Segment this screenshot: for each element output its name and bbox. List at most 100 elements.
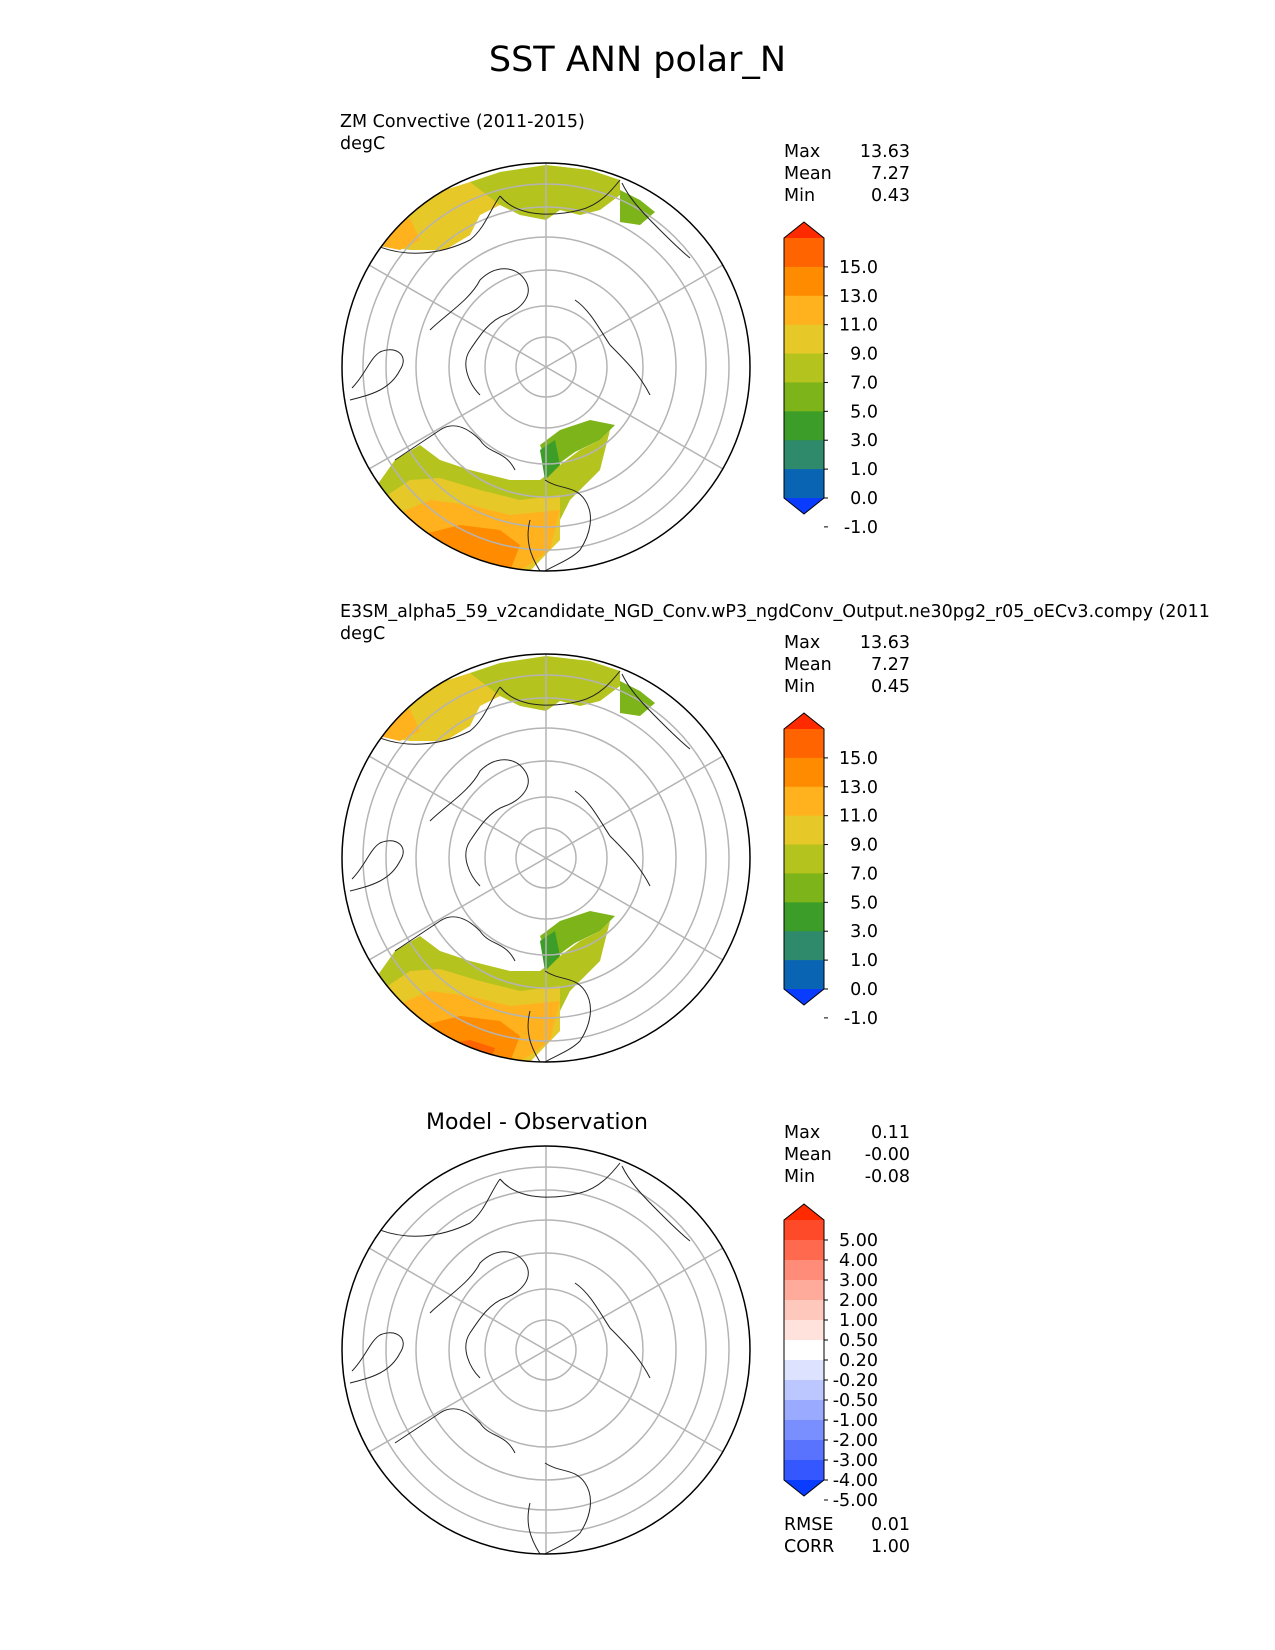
map-1-coastlines [349, 179, 691, 571]
panel-1-mean-label: Mean [784, 164, 832, 184]
colorbar-2-tick-label: 0.0 [850, 980, 878, 1000]
map-3-graticule [362, 1146, 730, 1554]
colorbar-3-segment [784, 1280, 824, 1301]
panel-2-min-label: Min [784, 677, 816, 697]
colorbar-1-extend-min [784, 498, 824, 514]
colorbar-1-tick-label: 15.0 [839, 258, 878, 278]
colorbar-1-segment [784, 353, 824, 383]
colorbar-1-tick-label: 7.0 [850, 373, 878, 393]
colorbar-1-segment [784, 266, 824, 297]
rmse-value: 0.01 [871, 1515, 910, 1535]
colorbar-2-tick-label: 7.0 [850, 864, 878, 884]
map-2-sst-region-atlantic-hot [420, 1016, 520, 1062]
colorbar-2-tick-label: -1.0 [844, 1009, 878, 1029]
colorbar-2-segment [784, 729, 824, 759]
colorbar-2-tick-label: 15.0 [839, 749, 878, 769]
colorbar-2-segment [784, 873, 824, 903]
colorbar-3-segment [784, 1400, 824, 1421]
colorbar-1-tick-label: 13.0 [839, 287, 878, 307]
colorbar-1-segment [784, 469, 824, 499]
colorbar-2-tick-label: 11.0 [839, 807, 878, 827]
colorbar-3-tick-label: 5.00 [839, 1231, 878, 1251]
colorbar-2-tick-label: 13.0 [839, 778, 878, 798]
colorbar-3-extend-min [784, 1480, 824, 1496]
panel-2-units: degC [340, 624, 386, 644]
map-2-graticule [362, 654, 730, 1062]
map-3-coastlines [349, 1162, 691, 1554]
colorbar-3-segment [784, 1380, 824, 1401]
colorbar-2-segment [784, 931, 824, 961]
map-2-boundary [341, 653, 751, 1063]
panel-3-max-label: Max [784, 1123, 821, 1143]
panel-2-max-value: 13.63 [859, 633, 910, 653]
map-3-boundary [341, 1145, 751, 1555]
colorbar-2-tick-label: 1.0 [850, 951, 878, 971]
colorbar-3-tick-label: 0.20 [839, 1351, 878, 1371]
colorbar-2-segment [784, 844, 824, 874]
panel-3-title: Model - Observation [426, 1110, 648, 1135]
panel-1-units: degC [340, 134, 386, 154]
colorbar-3-tick-label: 1.00 [839, 1311, 878, 1331]
colorbar-3-tick-label: 3.00 [839, 1271, 878, 1291]
colorbar-1-tick-label: 9.0 [850, 345, 878, 365]
colorbar-1-tick-label: 3.0 [850, 431, 878, 451]
colorbar-3-segment [784, 1240, 824, 1261]
map-1-graticule [362, 163, 730, 571]
panel-3-mean-value: -0.00 [864, 1145, 910, 1165]
map-2-sst-region-pacific-east [470, 656, 620, 711]
colorbar-3-segment [784, 1260, 824, 1281]
colorbar-2: 15.0 13.0 11.0 9.0 7.0 5.0 3.0 1.0 0.0 -1.0 [783, 712, 878, 1029]
colorbar-3-tick-label: 0.50 [839, 1331, 878, 1351]
panel-3-min-value: -0.08 [864, 1167, 910, 1187]
panel-1-min-label: Min [784, 186, 816, 206]
rmse-label: RMSE [784, 1515, 834, 1535]
colorbar-1-segment [784, 411, 824, 441]
colorbar-1-segment [784, 295, 824, 326]
map-1-sst-region-pacific-east [470, 165, 620, 220]
panel-3-mean-label: Mean [784, 1145, 832, 1165]
colorbar-1-tick-label: 0.0 [850, 489, 878, 509]
panel-2-mean-value: 7.27 [871, 655, 910, 675]
colorbar-2-tick-label: 9.0 [850, 836, 878, 856]
colorbar-3-tick-label: -0.50 [833, 1391, 878, 1411]
colorbar-1-tick-label: 5.0 [850, 402, 878, 422]
colorbar-3-tick-label: 2.00 [839, 1291, 878, 1311]
colorbar-3-tick-label: -5.00 [833, 1491, 878, 1511]
colorbar-3-segment [784, 1440, 824, 1461]
colorbar-1-segment [784, 440, 824, 470]
map-2-sst-region-norwegian [540, 931, 560, 971]
map-1-sst-region-pacific-west-warm [375, 218, 420, 250]
panel-2-min-value: 0.45 [871, 677, 910, 697]
map-3 [341, 1145, 751, 1555]
colorbar-3-extend-max [784, 1204, 824, 1220]
colorbar-2-segment [784, 815, 824, 846]
panel-2-max-label: Max [784, 633, 821, 653]
figure-title: SST ANN polar_N [488, 40, 787, 80]
colorbar-3-segment [784, 1300, 824, 1321]
colorbar-3-segment [784, 1360, 824, 1381]
panel-1-min-value: 0.43 [871, 186, 910, 206]
colorbar-1-tick-label: 11.0 [839, 316, 878, 336]
map-1-sst-region-norwegian [540, 440, 560, 480]
colorbar-3-segment [784, 1220, 824, 1241]
panel-2-mean-label: Mean [784, 655, 832, 675]
colorbar-2-tick-label: 3.0 [850, 922, 878, 942]
panel-2-title: E3SM_alpha5_59_v2candidate_NGD_Conv.wP3_… [340, 602, 1210, 622]
map-2-coastlines [349, 670, 691, 1062]
colorbar-3-tick-label: -3.00 [833, 1451, 878, 1471]
map-1-sst-region-barents [540, 420, 615, 470]
map-1 [341, 162, 751, 572]
colorbar-3-tick-label: 4.00 [839, 1251, 878, 1271]
map-2-sst-region-barents [540, 911, 615, 961]
colorbar-3-tick-label: -2.00 [833, 1431, 878, 1451]
colorbar-1: 15.0 13.0 11.0 9.0 7.0 5.0 3.0 1.0 0.0 -1.0 [783, 221, 878, 538]
colorbar-3-segment [784, 1460, 824, 1481]
colorbar-2-extend-min [784, 989, 824, 1005]
colorbar-1-tick-label: -1.0 [844, 518, 878, 538]
panel-1-max-value: 13.63 [859, 142, 910, 162]
corr-value: 1.00 [871, 1537, 910, 1557]
colorbar-3-segment [784, 1340, 824, 1361]
map-1-boundary [341, 162, 751, 572]
panel-1-max-label: Max [784, 142, 821, 162]
